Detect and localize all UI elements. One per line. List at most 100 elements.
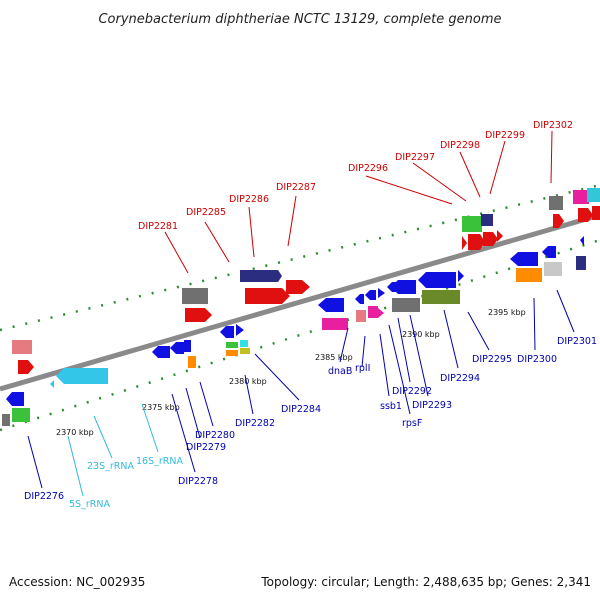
leader-line (287, 195, 297, 247)
gene-arrow (152, 346, 170, 358)
tick-label: 2390 kbp (402, 330, 440, 339)
gene-label: DIP2292 (392, 386, 432, 397)
leader-line (467, 311, 490, 351)
reverse-gene-labels: DIP2276 DIP2278 DIP2279 DIP2280 DIP2282 … (24, 336, 597, 502)
gene-arrow (542, 246, 556, 258)
accession-text: Accession: NC_002935 (9, 575, 146, 589)
gene-arrow (462, 236, 467, 250)
gene-arrow (170, 342, 184, 354)
topology-text: Topology: circular; Length: 2,488,635 bp… (261, 575, 591, 589)
gene-block (12, 340, 32, 354)
forward-leader-lines (164, 130, 553, 274)
gene-label: DIP2286 (229, 194, 269, 205)
genome-backbone (0, 212, 600, 392)
gene-label: 16S_rRNA (136, 456, 183, 467)
tick-label: 2370 kbp (56, 428, 94, 437)
gene-block (462, 216, 482, 232)
leader-line (556, 289, 575, 333)
gene-arrow (578, 208, 593, 222)
leader-line (533, 297, 536, 351)
gene-block (226, 350, 238, 356)
gene-arrow (458, 270, 464, 282)
gene-label: dnaB (328, 366, 352, 377)
gene-block (12, 408, 30, 422)
leader-line (185, 387, 201, 439)
gene-arrow (240, 270, 282, 282)
gene-label: DIP2301 (557, 336, 597, 347)
gene-block (322, 318, 348, 330)
gene-label: DIP2280 (195, 430, 235, 441)
leader-line (361, 335, 366, 368)
leader-line (550, 130, 553, 184)
tick-label: 2380 kbp (229, 377, 267, 386)
gene-arrow (483, 232, 498, 246)
gene-arrow (391, 280, 416, 294)
gene-block (182, 288, 208, 304)
leader-line (141, 403, 159, 453)
gene-arrow (580, 236, 584, 246)
leader-line (443, 309, 459, 369)
gene-block (587, 188, 600, 202)
gene-label: DIP2295 (472, 354, 512, 365)
gene-block (422, 290, 460, 304)
gene-arrow (220, 326, 234, 338)
gene-label: DIP2298 (440, 140, 480, 151)
gene-arrow (418, 272, 456, 288)
gene-arrow (468, 234, 485, 250)
leader-line (409, 314, 429, 397)
leader-line (248, 206, 255, 258)
gene-arrow (378, 308, 384, 318)
gene-block (576, 256, 586, 270)
leader-line (339, 327, 349, 363)
gene-arrow (18, 360, 34, 374)
gene-label: DIP2296 (348, 163, 388, 174)
tick-label: 2395 kbp (488, 308, 526, 317)
gene-arrow (365, 290, 376, 300)
reverse-strand-genes (2, 236, 586, 426)
forward-strand-genes (12, 188, 600, 374)
gene-block (356, 310, 366, 322)
gene-arrow (185, 308, 212, 322)
tick-label: 2375 kbp (142, 403, 180, 412)
gene-label: 5S_rRNA (69, 499, 110, 510)
gene-block (2, 414, 10, 426)
gene-block (226, 342, 238, 348)
map-title: Corynebacterium diphtheriae NCTC 13129, … (98, 12, 501, 27)
rna-gene-labels: 5S_rRNA 23S_rRNA 16S_rRNA (69, 456, 183, 510)
gene-label: DIP2284 (281, 404, 321, 415)
gene-block (240, 340, 248, 347)
gene-label: 23S_rRNA (87, 461, 134, 472)
leader-line (244, 374, 254, 415)
leader-line (67, 435, 84, 497)
gene-label: DIP2281 (138, 221, 178, 232)
gene-arrow (510, 252, 538, 266)
leader-line (412, 162, 467, 202)
rna-leader-lines (67, 403, 159, 497)
gene-arrow (497, 230, 503, 242)
leader-line (365, 175, 453, 205)
gene-arrow (245, 288, 290, 304)
leader-line (171, 393, 196, 473)
gene-arrow (56, 368, 108, 384)
leader-line (388, 324, 411, 415)
gene-label: DIP2293 (412, 400, 452, 411)
leader-line (93, 415, 113, 459)
gene-arrow (553, 214, 564, 228)
gene-label: rpsF (402, 418, 422, 429)
gene-label: ssb1 (380, 401, 402, 412)
gene-arrow (184, 340, 191, 352)
gene-arrow (318, 298, 344, 312)
gene-block (240, 348, 250, 354)
leader-line (397, 317, 411, 383)
gene-label: DIP2285 (186, 207, 226, 218)
lower-tick-track (0, 238, 600, 432)
gene-label: DIP2297 (395, 152, 435, 163)
gene-label: DIP2287 (276, 182, 316, 193)
gene-block (188, 356, 196, 368)
gene-label: DIP2302 (533, 120, 573, 131)
gene-label: DIP2278 (178, 476, 218, 487)
gene-block (573, 190, 589, 204)
gene-block (392, 298, 420, 312)
gene-label: DIP2300 (517, 354, 557, 365)
